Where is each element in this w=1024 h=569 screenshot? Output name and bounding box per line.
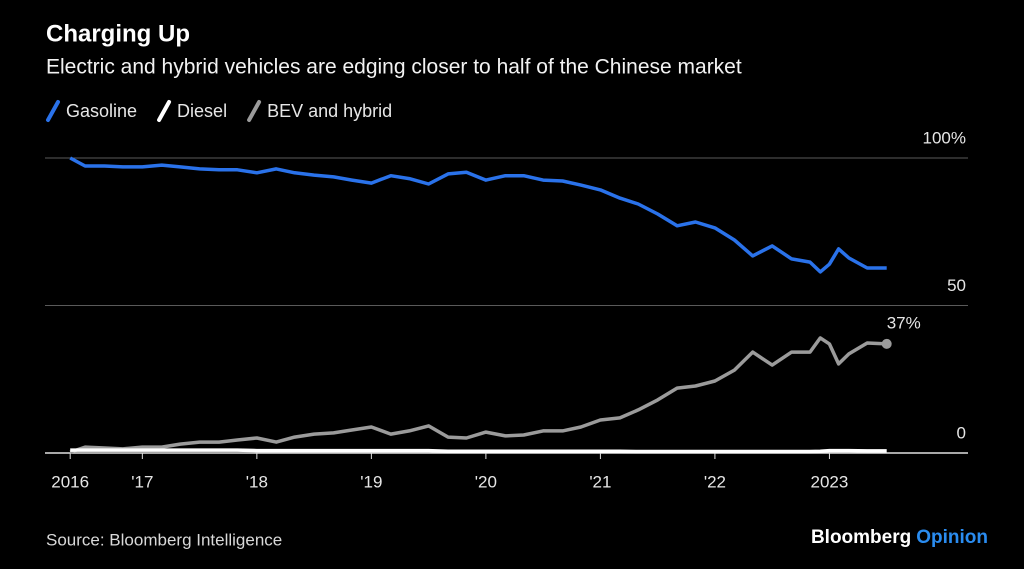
brand-name: Bloomberg [811, 527, 911, 548]
legend-label: BEV and hybrid [267, 101, 392, 121]
x-tick-label: '19 [360, 472, 382, 491]
source: Source: Bloomberg Intelligence [46, 530, 282, 549]
x-tick-label: 2023 [811, 472, 849, 491]
series-line [70, 448, 887, 454]
series-line [69, 156, 887, 274]
x-tick-label: '22 [704, 472, 726, 491]
y-tick-label: 0 [957, 423, 966, 442]
legend-label: Gasoline [66, 101, 137, 121]
chart-title: Charging Up [46, 20, 190, 47]
x-tick-label: '17 [131, 472, 153, 491]
branding: Bloomberg Opinion [811, 527, 988, 548]
x-tick-label: '20 [475, 472, 497, 491]
series-line [69, 336, 887, 454]
y-tick-label: 100% [923, 128, 966, 147]
legend-swatch [247, 100, 262, 122]
legend-label: Diesel [177, 101, 227, 121]
y-tick-label: 50 [947, 276, 966, 295]
chart-subtitle: Electric and hybrid vehicles are edging … [46, 56, 742, 79]
x-tick-label: '21 [589, 472, 611, 491]
x-tick-label: 2016 [51, 472, 89, 491]
brand-suffix: Opinion [916, 527, 988, 548]
end-marker [881, 338, 892, 349]
legend-swatch [46, 100, 60, 122]
legend-swatch [157, 100, 172, 122]
x-tick-label: '18 [246, 472, 268, 491]
end-label: 37% [887, 313, 921, 332]
